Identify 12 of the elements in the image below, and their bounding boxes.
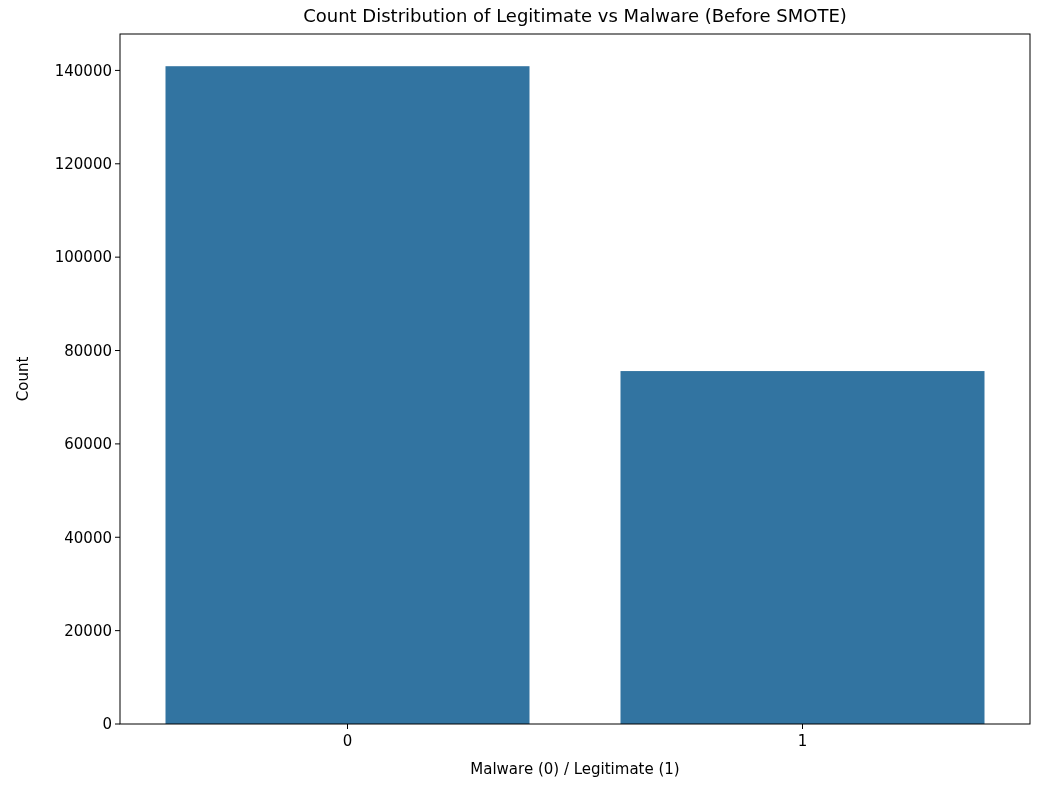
y-tick-label: 60000	[64, 435, 112, 454]
y-axis-title: Count	[14, 356, 32, 402]
x-tick-label: 1	[797, 732, 808, 750]
x-axis-title: Malware (0) / Legitimate (1)	[470, 760, 680, 778]
y-tick-label: 140000	[54, 61, 112, 80]
y-tick-label: 80000	[64, 341, 112, 360]
y-tick-label: 100000	[54, 248, 112, 267]
chart-title: Count Distribution of Legitimate vs Malware (Before SMOTE)	[303, 5, 847, 26]
y-tick-label: 40000	[64, 528, 112, 547]
y-tick-label: 20000	[64, 621, 112, 640]
y-tick-label: 120000	[54, 155, 112, 174]
y-tick-label: 0	[102, 715, 112, 734]
